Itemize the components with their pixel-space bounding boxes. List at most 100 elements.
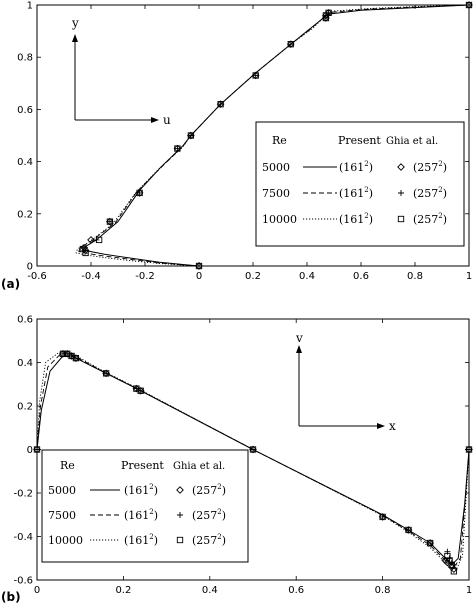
data-point-square: [444, 552, 451, 560]
inset-axes-b: v x: [295, 331, 396, 433]
legend-rows-a: 5000 (1612) (2572) 7500 (1612) (2572) 10000 (16…: [262, 160, 447, 226]
legend-header-ghia: Ghia et al.: [386, 136, 438, 147]
arrow-up-icon: [72, 34, 78, 42]
legend-marker-plus: [398, 190, 404, 196]
x-tick-label: -0.6: [27, 271, 47, 282]
legend-header-present: Present: [121, 459, 164, 472]
legend-paren: ): [369, 161, 373, 174]
legend-paren: ): [443, 161, 447, 174]
legend-ghia-resolution: (2572): [192, 508, 226, 522]
x-tick-label: 1: [466, 271, 472, 282]
x-tick-label: 0.6: [353, 271, 369, 282]
legend-marker-diamond: [397, 163, 405, 171]
data-point-square: [405, 526, 412, 534]
legend-re-value: 5000: [48, 484, 76, 497]
legend-paren: ): [222, 509, 226, 522]
x-tick-label: 0.2: [245, 271, 261, 282]
data-point-square: [79, 245, 87, 253]
legend-re-value: 7500: [48, 509, 76, 522]
data-point-plus: [379, 513, 386, 520]
x-tick-label: 0.2: [115, 585, 131, 596]
data-point-diamond: [102, 369, 110, 378]
data-point-diamond: [378, 513, 387, 521]
legend-present-resolution: (1612): [124, 483, 158, 497]
data-point-diamond: [404, 526, 413, 534]
data-point-square: [379, 513, 386, 521]
y-tick-labels-b: -0.6 -0.4 -0.2 0 0.2 0.4 0.6: [13, 315, 33, 587]
data-point-diamond: [136, 386, 145, 395]
data-point-plus: [136, 189, 143, 196]
legend-header-present: Present: [338, 134, 381, 147]
legend-paren: ): [369, 187, 373, 200]
y-tick-labels-a: 0 0.2 0.4 0.6 0.8 1: [17, 1, 33, 273]
arrow-right-icon: [151, 117, 159, 123]
data-point-square: [446, 557, 453, 564]
legend-ghia-resolution: (2572): [413, 160, 447, 174]
data-point-plus: [287, 41, 294, 48]
y-tick-label: 0.6: [17, 315, 33, 326]
legend-exponent: 2: [217, 508, 221, 516]
data-point-diamond: [72, 354, 80, 362]
legend-present-resolution: (1612): [339, 186, 373, 200]
data-point-plus: [405, 526, 412, 533]
legend-present-resolution: (1612): [124, 508, 158, 522]
data-point-square: [33, 446, 41, 453]
legend-ghia-resolution: (2572): [192, 533, 226, 547]
data-point-square: [106, 218, 114, 225]
y-tick-label: 0.6: [17, 105, 33, 116]
series-line-dashed: [36, 353, 470, 568]
data-point-diamond: [187, 131, 195, 140]
x-tick-label: 0.8: [407, 271, 423, 282]
markers-b: [33, 349, 473, 575]
legend-paren: ): [443, 187, 447, 200]
legend-rows-b: 5000 (1612) (2572) 7500 (1612) (2572) 10000 (16…: [48, 483, 226, 547]
legend-exponent: 2: [217, 483, 221, 491]
data-point-diamond: [286, 40, 295, 48]
data-point-plus: [427, 540, 434, 547]
legend-ghia-resolution: (2572): [413, 186, 447, 200]
tick-marks-a: [36, 4, 470, 267]
data-point-diamond: [465, 1, 473, 9]
markers-a: [79, 1, 473, 270]
data-point-plus: [103, 370, 110, 377]
legend-present-resolution: (1612): [339, 160, 373, 174]
legend-marker-diamond: [176, 486, 184, 494]
legend-box-b: [41, 449, 249, 563]
data-point-diamond: [195, 262, 203, 270]
data-point-plus: [446, 555, 453, 562]
data-point-plus: [196, 263, 202, 269]
legend-paren: ): [154, 509, 158, 522]
data-point-diamond: [63, 349, 72, 358]
data-point-diamond: [132, 384, 141, 393]
data-point-plus: [106, 218, 113, 225]
y-tick-label: 0: [27, 445, 33, 456]
inset-axes-a: y u: [71, 16, 171, 127]
data-point-plus: [466, 2, 472, 8]
y-tick-label: 0.2: [17, 402, 33, 413]
data-point-diamond: [465, 445, 473, 454]
data-point-square: [64, 350, 71, 357]
legend-exponent: 2: [364, 186, 368, 194]
x-tick-label: -0.2: [135, 271, 155, 282]
panel-label-a: (a): [1, 277, 20, 291]
legend-exponent: 2: [364, 212, 368, 220]
legend-exponent: 2: [149, 483, 153, 491]
data-point-plus: [34, 446, 40, 453]
x-tick-labels-b: 0 0.2 0.4 0.6 0.8 1: [34, 585, 472, 596]
data-point-plus: [252, 72, 259, 79]
data-point-square: [450, 568, 458, 575]
arrow-right-icon: [377, 423, 385, 429]
x-tick-labels-a: -0.6 -0.4 -0.2 0 0.2 0.4 0.6 0.8 1: [27, 271, 472, 282]
data-point-square: [465, 1, 473, 9]
y-tick-label: 0: [27, 262, 33, 273]
data-point-square: [217, 101, 224, 108]
data-point-square: [325, 9, 332, 16]
data-point-square: [59, 350, 67, 357]
panel-a: -0.6 -0.4 -0.2 0 0.2 0.4 0.6 0.8 1 0 0.2 0.4 0.6 0.8…: [1, 1, 473, 291]
data-point-diamond: [450, 565, 458, 573]
legend-re-value: 5000: [262, 161, 290, 174]
data-point-diamond: [251, 71, 260, 80]
data-point-plus: [250, 446, 256, 453]
legend-exponent: 2: [149, 508, 153, 516]
legend-paren: ): [222, 534, 226, 547]
